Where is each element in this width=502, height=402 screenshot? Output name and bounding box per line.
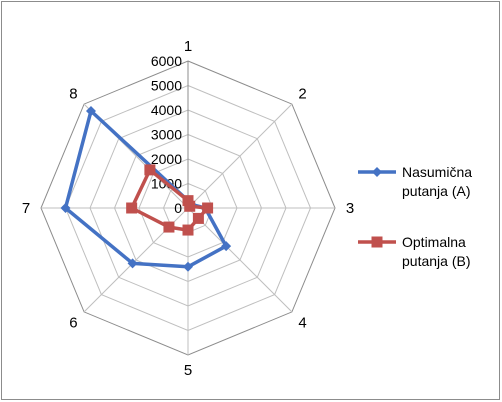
legend-item: Optimalna putanja (B) [358, 234, 470, 269]
tick-label: 2000 [151, 151, 182, 167]
data-series [60, 105, 232, 272]
category-label: 8 [69, 85, 77, 102]
category-label: 2 [298, 85, 306, 102]
data-point [184, 200, 196, 212]
legend-label: Optimalna [402, 234, 466, 250]
data-point [127, 258, 138, 269]
data-point [192, 212, 204, 224]
data-point [182, 195, 194, 207]
data-point [163, 221, 175, 233]
data-point [85, 105, 96, 116]
legend-label: putanja (A) [402, 183, 470, 199]
spoke [187, 103, 293, 209]
category-label: 3 [346, 200, 354, 217]
data-point [60, 203, 71, 213]
data-point [221, 241, 232, 252]
data-point [144, 164, 156, 176]
category-label: 7 [22, 200, 30, 217]
series-a [60, 105, 232, 272]
category-label: 4 [298, 315, 306, 332]
legend-label: Nasumična [402, 164, 472, 180]
legend-label: putanja (B) [402, 253, 470, 269]
category-labels: 1 2 3 4 5 6 7 8 [22, 38, 354, 379]
series-b [126, 164, 214, 236]
data-point [182, 224, 194, 236]
category-label: 5 [184, 362, 192, 379]
tick-label: 0 [174, 200, 182, 216]
data-point [183, 261, 193, 272]
legend-item: Nasumična putanja (A) [358, 164, 472, 199]
tick-label: 3000 [151, 127, 182, 143]
tick-label: 6000 [151, 53, 182, 69]
data-point [202, 202, 214, 214]
tick-label: 4000 [151, 102, 182, 118]
spoke [187, 207, 293, 313]
data-point [372, 167, 382, 177]
category-label: 6 [69, 315, 77, 332]
data-point [126, 202, 138, 214]
legend: Nasumična putanja (A) Optimalna putanja (B) [358, 164, 472, 269]
data-point [371, 236, 383, 248]
category-label: 1 [184, 38, 192, 55]
tick-label: 5000 [151, 78, 182, 94]
